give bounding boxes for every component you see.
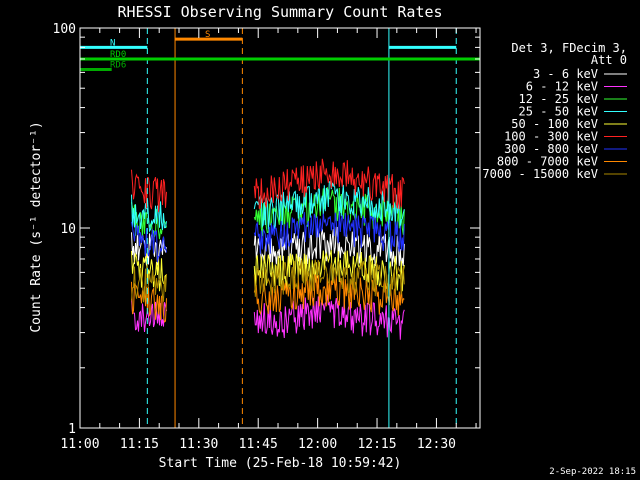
series-line-6-12-kev [253, 294, 405, 340]
x-tick-label: 12:00 [298, 437, 337, 452]
series-line-100-300-kev [253, 158, 405, 210]
flag-label-rd6: RD6 [110, 61, 126, 71]
x-tick-label: 11:00 [60, 437, 99, 452]
x-tick-label: 12:30 [417, 437, 456, 452]
y-tick-label: 10 [60, 222, 76, 237]
flag-label-s: S [205, 30, 210, 40]
x-tick-label: 11:45 [239, 437, 278, 452]
x-tick-label: 11:30 [179, 437, 218, 452]
chart-title: RHESSI Observing Summary Count Rates [117, 3, 442, 21]
legend-label: 50 - 100 keV [511, 117, 598, 131]
legend-header: Att 0 [591, 53, 627, 67]
footer-date: 2-Sep-2022 18:15 [549, 467, 636, 477]
legend-label: 100 - 300 keV [504, 130, 598, 144]
x-axis-label: Start Time (25-Feb-18 10:59:42) [159, 456, 402, 471]
series-line-50-100-kev [253, 249, 405, 292]
legend-header: Det 3, FDecim 3, [511, 41, 627, 55]
series-line-7000-15000-kev [253, 259, 405, 298]
series-line-100-300-kev [131, 169, 167, 213]
x-tick-label: 11:15 [120, 437, 159, 452]
axes-group: 11:00 11:15 11:30 11:45 12:00 12:15 12:30 1 10 10… [53, 22, 481, 452]
flag-label-n: N [110, 38, 115, 48]
series-line-7000-15000-kev [131, 266, 167, 303]
legend-label: 12 - 25 keV [519, 92, 598, 106]
y-axis-label: Count Rate (s⁻¹ detector⁻¹) [29, 121, 44, 332]
series-line-12-25-kev [253, 187, 405, 237]
legend-label: 800 - 7000 keV [497, 155, 598, 169]
legend-label: 3 - 6 keV [533, 67, 598, 81]
y-tick-label: 100 [53, 22, 76, 37]
legend-label: 25 - 50 keV [519, 105, 598, 119]
series-line-25-50-kev [253, 180, 405, 230]
flag-label-rd0: RD0 [110, 50, 126, 60]
legend-label: 6 - 12 keV [526, 80, 598, 94]
legend-label: 300 - 800 keV [504, 142, 598, 156]
x-tick-label: 12:15 [357, 437, 396, 452]
series-line-300-800-kev [131, 221, 167, 263]
legend-label: 7000 - 15000 keV [482, 167, 598, 181]
series-line-300-800-kev [253, 211, 405, 254]
y-tick-label: 1 [68, 422, 76, 437]
series-line-3-6-kev [131, 232, 167, 266]
series-line-25-50-kev [131, 194, 167, 233]
data-series-group [131, 158, 405, 340]
